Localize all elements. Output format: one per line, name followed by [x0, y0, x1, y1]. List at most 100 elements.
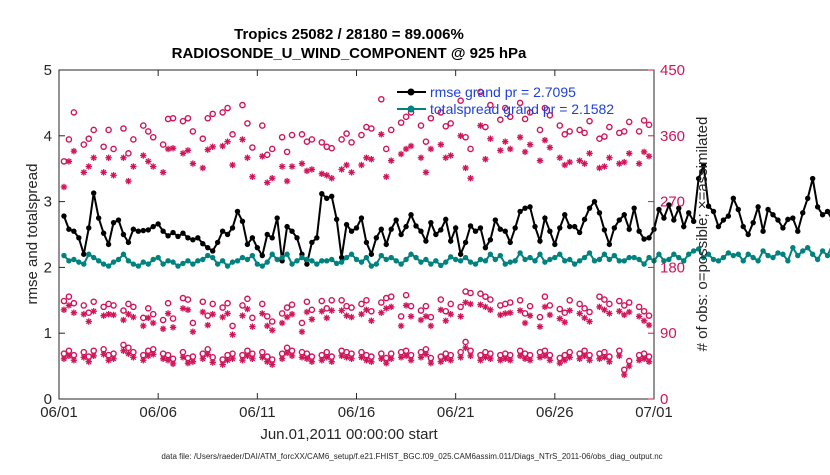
obs-possible-marker [518, 348, 523, 353]
totalspread-point [76, 259, 81, 264]
obs-possible-marker [131, 137, 136, 142]
obs-possible-marker [498, 117, 503, 122]
obs-assimilated-marker [160, 326, 166, 332]
obs-assimilated-marker [601, 163, 607, 169]
obs-assimilated-marker [66, 353, 72, 359]
rmse-point [498, 227, 503, 232]
obs-assimilated-marker [299, 354, 305, 360]
totalspread-point [354, 257, 359, 262]
obs-possible-marker [582, 306, 587, 311]
rmse-point [165, 233, 170, 238]
obs-assimilated-marker [462, 165, 468, 171]
obs-assimilated-marker [125, 311, 131, 317]
obs-assimilated-marker [448, 152, 454, 158]
obs-possible-marker [537, 315, 542, 320]
obs-assimilated-marker [100, 312, 106, 318]
obs-assimilated-marker [423, 351, 429, 357]
totalspread-point [736, 252, 741, 257]
obs-assimilated-marker [125, 350, 131, 356]
totalspread-point [587, 250, 592, 255]
obs-possible-marker [260, 123, 265, 128]
obs-possible-marker [344, 131, 349, 136]
obs-assimilated-marker [120, 317, 126, 323]
totalspread-point [86, 252, 91, 257]
obs-possible-marker [602, 350, 607, 355]
obs-possible-marker [200, 351, 205, 356]
rmse-point [111, 220, 116, 225]
obs-possible-marker [567, 298, 572, 303]
obs-possible-marker [250, 315, 255, 320]
obs-possible-marker [567, 350, 572, 355]
totalspread-point [225, 263, 230, 268]
obs-assimilated-marker [244, 306, 250, 312]
obs-assimilated-marker [586, 318, 592, 324]
totalspread-point [210, 255, 215, 260]
obs-possible-marker [508, 353, 513, 358]
obs-assimilated-marker [348, 169, 354, 175]
rmse-point [329, 194, 334, 199]
obs-possible-marker [280, 311, 285, 316]
x-axis-label: Jun.01,2011 00:00:00 start [260, 426, 438, 443]
obs-possible-marker [577, 301, 582, 306]
obs-possible-marker [641, 118, 646, 123]
obs-assimilated-marker [304, 168, 310, 174]
totalspread-point [636, 257, 641, 262]
totalspread-point [622, 258, 627, 263]
obs-possible-marker [260, 350, 265, 355]
obs-assimilated-marker [81, 311, 87, 317]
obs-assimilated-marker [279, 320, 285, 326]
y-tick-label: 4 [44, 128, 52, 145]
obs-possible-marker [280, 351, 285, 356]
obs-assimilated-marker [224, 310, 230, 316]
rmse-point [686, 210, 691, 215]
obs-assimilated-marker [383, 360, 389, 366]
obs-possible-marker [220, 305, 225, 310]
totalspread-point [289, 261, 294, 266]
x-tick-label: 06/26 [536, 404, 574, 421]
obs-assimilated-marker [448, 357, 454, 363]
y-right-tick-label: 90 [660, 325, 677, 342]
obs-possible-marker [284, 149, 289, 154]
rmse-point [646, 235, 651, 240]
obs-assimilated-marker [140, 152, 146, 158]
obs-assimilated-marker [309, 316, 315, 322]
obs-possible-marker [418, 308, 423, 313]
rmse-point [374, 235, 379, 240]
rmse-point [364, 240, 369, 245]
obs-possible-marker [428, 315, 433, 320]
obs-possible-marker [289, 302, 294, 307]
totalspread-point [542, 259, 547, 264]
obs-assimilated-marker [200, 309, 206, 315]
obs-assimilated-marker [170, 324, 176, 330]
obs-possible-marker [369, 126, 374, 131]
legend-rmse-marker [408, 89, 415, 96]
rmse-point [393, 217, 398, 222]
obs-assimilated-marker [319, 171, 325, 177]
obs-assimilated-marker [408, 313, 414, 319]
obs-assimilated-marker [487, 136, 493, 142]
rmse-point [483, 245, 488, 250]
rmse-point [180, 230, 185, 235]
obs-assimilated-marker [378, 310, 384, 316]
obs-assimilated-marker [86, 318, 92, 324]
rmse-point [175, 234, 180, 239]
obs-assimilated-marker [329, 307, 335, 313]
totalspread-point [517, 250, 522, 255]
rmse-point [612, 225, 617, 230]
totalspread-point [815, 257, 820, 262]
totalspread-point [131, 261, 136, 266]
obs-assimilated-marker [86, 163, 92, 169]
obs-assimilated-marker [105, 155, 111, 161]
obs-assimilated-marker [567, 307, 573, 313]
obs-possible-marker [245, 348, 250, 353]
obs-possible-marker [81, 142, 86, 147]
obs-assimilated-marker [224, 138, 230, 144]
totalspread-point [418, 259, 423, 264]
rmse-point [800, 210, 805, 215]
obs-possible-marker [126, 345, 131, 350]
obs-assimilated-marker [110, 356, 116, 362]
rmse-point [572, 224, 577, 229]
totalspread-point [805, 245, 810, 250]
obs-assimilated-marker [239, 312, 245, 318]
obs-assimilated-marker [467, 353, 473, 359]
